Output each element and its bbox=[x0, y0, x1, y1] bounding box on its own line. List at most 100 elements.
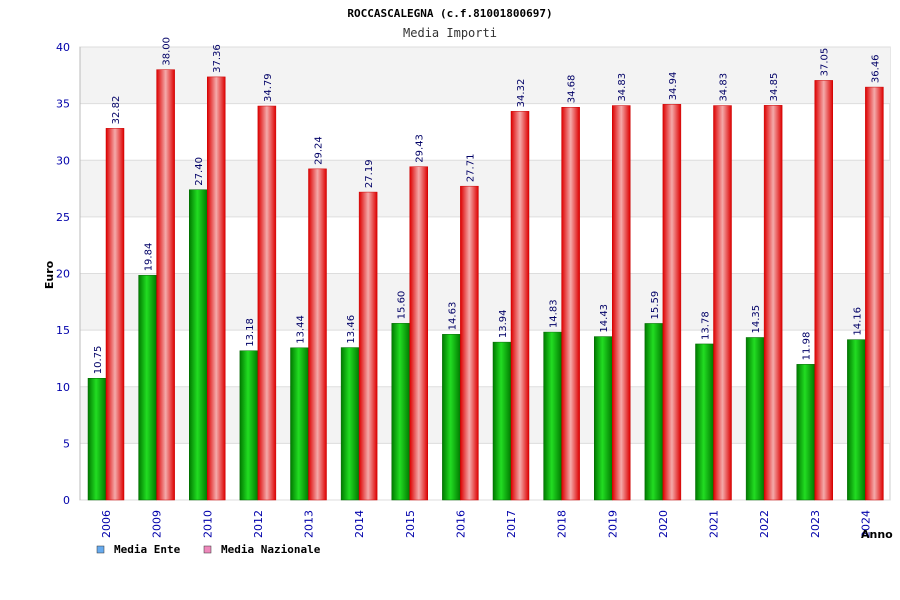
bar-media-ente bbox=[492, 341, 512, 501]
legend: Media Ente Media Nazionale bbox=[96, 543, 321, 556]
bar-value-label: 13.18 bbox=[245, 318, 256, 347]
bar-value-label: 27.71 bbox=[465, 154, 476, 183]
x-tick-label: 2009 bbox=[151, 510, 164, 538]
bar-media-ente bbox=[138, 275, 157, 501]
bar-value-label: 13.94 bbox=[498, 309, 509, 338]
x-tick-label: 2015 bbox=[404, 510, 417, 538]
bar-media-nazionale bbox=[156, 69, 175, 501]
x-tick-label: 2016 bbox=[454, 510, 467, 538]
bar-media-ente bbox=[290, 347, 309, 501]
y-tick-label: 20 bbox=[56, 268, 70, 281]
y-tick-label: 10 bbox=[56, 381, 70, 394]
bar-media-ente bbox=[594, 336, 613, 501]
bar-media-nazionale bbox=[358, 191, 378, 501]
bar-value-label: 10.75 bbox=[93, 346, 104, 375]
bar-value-label: 34.68 bbox=[567, 75, 578, 104]
bar-value-label: 27.19 bbox=[364, 159, 375, 188]
bar-value-label: 37.05 bbox=[820, 48, 831, 77]
x-tick-label: 2024 bbox=[859, 510, 872, 538]
x-tick-label: 2006 bbox=[100, 510, 113, 538]
x-tick-label: 2020 bbox=[657, 510, 670, 538]
bar-media-nazionale bbox=[814, 80, 833, 501]
bar-media-ente bbox=[442, 334, 461, 501]
x-tick-label: 2023 bbox=[809, 510, 822, 538]
legend-swatch-ente bbox=[96, 545, 105, 554]
x-tick-label: 2021 bbox=[708, 510, 721, 538]
bar-media-nazionale bbox=[612, 105, 631, 501]
x-tick-label: 2022 bbox=[758, 510, 771, 538]
bar-value-label: 11.98 bbox=[802, 332, 813, 361]
bar-value-label: 14.63 bbox=[447, 302, 458, 331]
bar-media-ente bbox=[796, 364, 815, 501]
bar-value-label: 14.43 bbox=[599, 304, 610, 333]
y-tick-label: 15 bbox=[56, 324, 70, 337]
bar-media-nazionale bbox=[409, 166, 428, 501]
bar-value-label: 15.59 bbox=[650, 291, 661, 320]
bar-value-label: 13.44 bbox=[296, 315, 307, 344]
bar-media-nazionale bbox=[510, 111, 530, 501]
y-axis-ticks: 0 5 10 15 20 25 30 35 40 bbox=[56, 41, 70, 507]
y-axis-label: Euro bbox=[43, 260, 56, 289]
legend-label-ente: Media Ente bbox=[114, 543, 181, 556]
bar-media-ente bbox=[340, 347, 360, 501]
x-tick-label: 2014 bbox=[353, 510, 366, 538]
bar-value-label: 13.46 bbox=[346, 315, 357, 344]
bar-value-label: 34.85 bbox=[769, 73, 780, 102]
y-tick-label: 25 bbox=[56, 211, 70, 224]
bar-media-nazionale bbox=[308, 168, 327, 501]
x-axis-label: Anno bbox=[861, 528, 893, 541]
bar-value-label: 34.94 bbox=[668, 72, 679, 101]
y-tick-label: 0 bbox=[63, 494, 70, 507]
bar-value-label: 15.60 bbox=[397, 291, 408, 320]
chart-subtitle: Media Importi bbox=[403, 26, 497, 40]
y-tick-label: 5 bbox=[63, 437, 70, 450]
x-tick-label: 2012 bbox=[252, 510, 265, 538]
bar-value-label: 14.35 bbox=[751, 305, 762, 334]
bar-value-label: 32.82 bbox=[111, 96, 122, 125]
bar-media-nazionale bbox=[763, 105, 783, 501]
bar-value-label: 19.84 bbox=[144, 243, 155, 272]
legend-label-nazionale: Media Nazionale bbox=[221, 543, 321, 556]
bar-media-ente bbox=[745, 337, 765, 501]
bars: 10.75 32.82 19.84 38.00 27.40 37.36 13.18 34.79… bbox=[87, 37, 884, 501]
bar-value-label: 34.83 bbox=[719, 73, 730, 102]
y-tick-label: 40 bbox=[56, 41, 70, 54]
bar-value-label: 14.16 bbox=[852, 307, 863, 336]
x-tick-label: 2018 bbox=[556, 510, 569, 538]
bar-value-label: 27.40 bbox=[194, 157, 205, 186]
x-tick-label: 2010 bbox=[201, 510, 214, 538]
x-tick-label: 2013 bbox=[303, 510, 316, 538]
bar-media-nazionale bbox=[713, 105, 732, 501]
chart-title: ROCCASCALEGNA (c.f.81001800697) bbox=[347, 7, 552, 20]
y-tick-label: 35 bbox=[56, 98, 70, 111]
bar-media-ente bbox=[391, 323, 410, 501]
bar-value-label: 36.46 bbox=[870, 54, 881, 83]
bar-media-ente bbox=[189, 189, 208, 501]
bar-media-ente bbox=[695, 343, 714, 501]
legend-swatch-nazionale bbox=[203, 545, 212, 554]
bar-media-nazionale bbox=[662, 104, 682, 501]
bar-value-label: 14.83 bbox=[549, 299, 560, 328]
y-tick-label: 30 bbox=[56, 154, 70, 167]
bar-media-nazionale bbox=[257, 105, 277, 501]
bar-media-ente bbox=[239, 350, 259, 501]
bar-media-ente bbox=[87, 378, 107, 501]
bar-value-label: 38.00 bbox=[162, 37, 173, 66]
x-tick-label: 2017 bbox=[505, 510, 518, 538]
bar-media-nazionale bbox=[207, 76, 226, 501]
bar-value-label: 37.36 bbox=[212, 44, 223, 73]
bar-media-ente bbox=[847, 339, 866, 501]
x-tick-label: 2019 bbox=[606, 510, 619, 538]
bar-media-ente bbox=[543, 331, 562, 501]
bar-media-nazionale bbox=[865, 86, 884, 501]
x-axis-ticks: 2006 2009 2010 2012 2013 2014 2015 2016 2017 2018… bbox=[100, 510, 872, 538]
bar-value-label: 13.78 bbox=[701, 311, 712, 340]
bar-value-label: 34.79 bbox=[263, 73, 274, 102]
bar-value-label: 29.43 bbox=[415, 134, 426, 163]
bar-media-nazionale bbox=[460, 185, 479, 501]
bar-media-nazionale bbox=[561, 106, 580, 501]
bar-value-label: 29.24 bbox=[314, 136, 325, 165]
bar-value-label: 34.83 bbox=[617, 73, 628, 102]
bar-media-nazionale bbox=[105, 128, 125, 501]
